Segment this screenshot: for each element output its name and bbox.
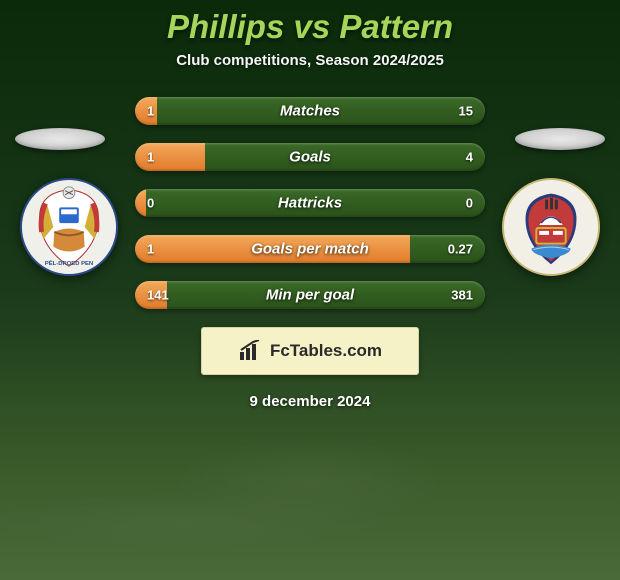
stat-value-left: 141 (147, 288, 169, 303)
stat-row: Min per goal 141 381 (135, 281, 485, 309)
crest-left-icon: PÊL-DROED PEN (20, 178, 118, 276)
stat-value-right: 381 (451, 288, 473, 303)
stat-label: Goals (289, 149, 331, 166)
bar-left-fill (135, 143, 205, 171)
crest-right-icon (502, 178, 600, 276)
stat-value-right: 4 (466, 150, 473, 165)
stat-row: Goals 1 4 (135, 143, 485, 171)
bar-right-fill (205, 143, 485, 171)
stat-row: Matches 1 15 (135, 97, 485, 125)
stat-label: Hattricks (278, 195, 342, 212)
stat-label: Goals per match (251, 241, 369, 258)
comparison-card: Phillips vs Pattern Club competitions, S… (0, 0, 620, 410)
stat-value-left: 1 (147, 104, 154, 119)
stat-value-left: 0 (147, 196, 154, 211)
comparison-bars: Matches 1 15 Goals 1 4 Hattricks 0 0 Goals per ma… (135, 97, 485, 309)
subtitle: Club competitions, Season 2024/2025 (0, 52, 620, 69)
stat-row: Goals per match 1 0.27 (135, 235, 485, 263)
brand-box[interactable]: FcTables.com (201, 327, 419, 375)
svg-text:PÊL-DROED PEN: PÊL-DROED PEN (45, 259, 93, 267)
stat-value-right: 0 (466, 196, 473, 211)
bar-left-fill (135, 189, 146, 217)
player-ellipse-left (15, 128, 105, 150)
bar-chart-icon (238, 340, 262, 362)
stat-value-right: 15 (459, 104, 473, 119)
date-label: 9 december 2024 (0, 393, 620, 410)
stat-label: Matches (280, 103, 340, 120)
stat-value-right: 0.27 (448, 242, 473, 257)
stat-value-left: 1 (147, 242, 154, 257)
club-crest-right (502, 178, 600, 276)
player-ellipse-right (515, 128, 605, 150)
stat-value-left: 1 (147, 150, 154, 165)
brand-label: FcTables.com (270, 341, 382, 361)
stat-row: Hattricks 0 0 (135, 189, 485, 217)
page-title: Phillips vs Pattern (0, 8, 620, 46)
stat-label: Min per goal (266, 287, 354, 304)
club-crest-left: PÊL-DROED PEN (20, 178, 118, 276)
